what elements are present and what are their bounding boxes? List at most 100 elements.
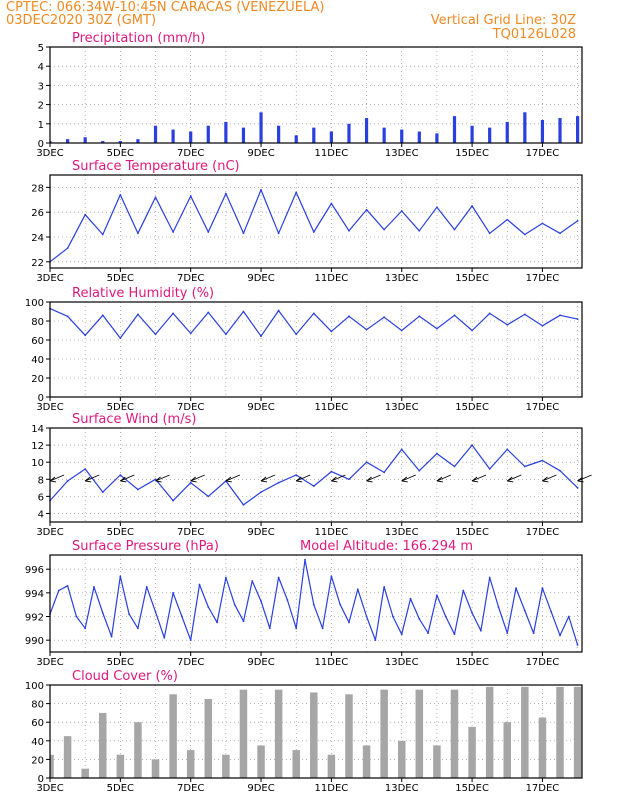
wind-arrow-head: [401, 476, 408, 483]
x-tick-label: 5DEC: [107, 527, 134, 538]
bar: [505, 121, 509, 143]
bar: [134, 722, 142, 778]
bar: [521, 686, 529, 778]
bar: [417, 131, 421, 143]
x-tick-label: 9DEC: [247, 148, 274, 159]
wind-arrow: [542, 474, 557, 483]
wind-arrow-shaft: [225, 474, 241, 482]
x-tick-label: 9DEC: [247, 273, 274, 284]
y-tick-label: 8: [38, 475, 44, 486]
x-tick-label: 5DEC: [107, 273, 134, 284]
x-tick-label: 15DEC: [455, 273, 489, 284]
wind-arrow-head: [542, 476, 549, 483]
bar: [523, 112, 527, 143]
x-tick-label: 15DEC: [455, 527, 489, 538]
x-tick-label: 9DEC: [247, 783, 274, 794]
y-tick-label: 14: [31, 424, 44, 435]
x-tick-label: 13DEC: [385, 783, 419, 794]
panel-wind: 4 6 8 10 12 14 3DEC 5DEC 7DEC 9DEC 11DEC 13DEC 15DEC…: [31, 412, 592, 538]
wind-arrow-shaft: [507, 474, 522, 482]
bar: [274, 689, 283, 778]
bar: [116, 754, 125, 778]
x-tick-label: 17DEC: [526, 783, 560, 794]
bar: [538, 717, 547, 778]
x-tick-label: 7DEC: [177, 273, 204, 284]
y-tick-label: 0: [38, 139, 44, 150]
y-tick-label: 6: [38, 492, 44, 503]
wind-arrow-shaft: [49, 474, 65, 482]
bar: [169, 694, 177, 778]
x-tick-label: 3DEC: [36, 148, 63, 159]
wind-arrow: [506, 474, 522, 483]
bar: [558, 118, 562, 143]
bar: [101, 141, 105, 143]
wind-arrow-shaft: [436, 474, 452, 482]
wind-arrow: [331, 474, 346, 483]
bar: [470, 125, 474, 143]
x-tick-label: 17DEC: [526, 657, 560, 668]
y-tick-label: 20: [31, 755, 44, 766]
bar: [327, 754, 336, 778]
wind-arrow-head: [295, 476, 303, 483]
plot-frame: [49, 554, 583, 653]
x-tick-label: 9DEC: [247, 657, 274, 668]
wind-arrow-head: [506, 476, 514, 483]
bar: [400, 129, 404, 143]
wind-arrow: [401, 474, 416, 483]
x-tick-label: 13DEC: [385, 273, 419, 284]
x-tick-label: 11DEC: [315, 402, 349, 413]
wind-arrow-head: [120, 476, 127, 483]
bar: [83, 137, 87, 143]
wind-arrow-shaft: [366, 474, 381, 482]
bar: [485, 686, 494, 778]
bar: [415, 689, 424, 778]
vertical-grid-note: Vertical Grid Line: 30Z: [430, 13, 576, 28]
x-tick-label: 3DEC: [36, 402, 63, 413]
x-tick-label: 17DEC: [526, 402, 560, 413]
plot-frame: [49, 174, 583, 269]
wind-arrow-shaft: [190, 474, 205, 482]
plot-frame: [49, 684, 583, 779]
bar: [380, 689, 388, 778]
wind-arrow-shaft: [84, 474, 100, 482]
bar: [171, 129, 175, 143]
y-tick-label: 28: [31, 183, 44, 194]
bar: [136, 139, 140, 143]
bar: [151, 759, 160, 778]
y-tick-label: 3: [38, 81, 44, 92]
y-tick-label: 40: [31, 355, 44, 366]
wind-arrow: [577, 474, 592, 483]
wind-arrow-head: [49, 476, 57, 483]
y-tick-label: 12: [31, 441, 44, 452]
wind-arrow-shaft: [542, 474, 557, 482]
panel-title: Cloud Cover (%): [72, 669, 178, 684]
panel-title: Surface Wind (m/s): [72, 412, 196, 427]
x-tick-label: 5DEC: [107, 657, 134, 668]
x-tick-label: 3DEC: [36, 273, 63, 284]
bar: [292, 750, 300, 778]
x-tick-label: 7DEC: [177, 402, 204, 413]
bar: [224, 121, 228, 143]
y-tick-label: 80: [31, 317, 44, 328]
bar: [503, 722, 512, 778]
panel-precip: 0 1 2 3 4 5 3DEC 5DEC 7DEC 9DEC 11DEC 13DEC 15DEC 17D…: [36, 31, 583, 159]
y-tick-label: 994: [25, 589, 44, 600]
x-tick-label: 11DEC: [315, 783, 349, 794]
x-tick-label: 11DEC: [315, 657, 349, 668]
bar: [294, 135, 298, 143]
x-tick-label: 13DEC: [385, 527, 419, 538]
y-tick-label: 0: [38, 774, 44, 785]
bar: [433, 745, 441, 778]
x-tick-label: 15DEC: [455, 657, 489, 668]
x-tick-label: 9DEC: [247, 402, 274, 413]
panel-title: Relative Humidity (%): [72, 286, 214, 301]
wind-arrow: [260, 474, 276, 483]
wind-arrow-shaft: [401, 474, 416, 482]
y-tick-label: 100: [25, 298, 44, 309]
bar: [118, 141, 122, 143]
wind-arrow: [190, 474, 205, 483]
y-tick-label: 24: [31, 233, 44, 244]
bar: [329, 131, 333, 143]
bar: [347, 123, 351, 143]
